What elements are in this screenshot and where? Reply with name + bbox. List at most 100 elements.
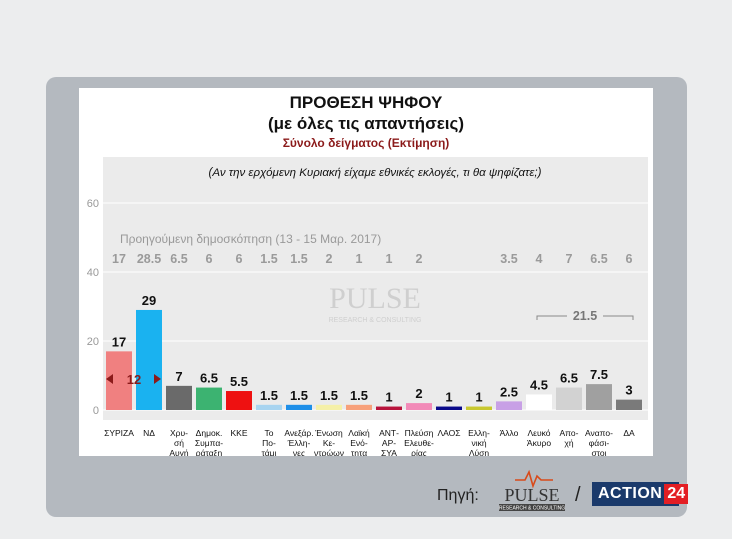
category-label: Άκυρο xyxy=(527,438,551,448)
bar-value-label: 29 xyxy=(142,293,156,308)
previous-value-label: 6.5 xyxy=(590,252,607,266)
previous-value-label: 28.5 xyxy=(137,252,161,266)
bar-value-label: 6.5 xyxy=(560,371,578,386)
category-label: ΛΑΟΣ xyxy=(437,428,460,438)
watermark-text: PULSE xyxy=(329,282,421,315)
previous-value-label: 1 xyxy=(356,252,363,266)
action-logo-number: 24 xyxy=(664,484,689,504)
category-label: ρίας xyxy=(411,448,427,456)
previous-value-label: 17 xyxy=(112,252,126,266)
previous-value-label: 7 xyxy=(566,252,573,266)
pulse-logo: PULSE RESEARCH & CONSULTING xyxy=(499,469,565,512)
chart-title: ΠΡΟΘΕΣΗ ΨΗΦΟΥ xyxy=(289,93,443,112)
previous-value-label: 3.5 xyxy=(500,252,517,266)
bar-value-label: 2.5 xyxy=(500,384,518,399)
bar-value-label: 1 xyxy=(475,390,482,405)
previous-value-label: 6 xyxy=(206,252,213,266)
y-tick-label: 40 xyxy=(87,267,99,279)
category-label: Το xyxy=(265,428,274,438)
category-label: Ελευθε- xyxy=(404,438,434,448)
category-label: ντρώων xyxy=(314,448,344,456)
bar xyxy=(166,385,192,410)
chart-card: ΠΡΟΘΕΣΗ ΨΗΦΟΥ (με όλες τις απαντήσεις) Σ… xyxy=(79,88,653,456)
pulse-wave-icon xyxy=(515,469,553,489)
plot-area xyxy=(103,157,648,420)
bar-value-label: 1.5 xyxy=(350,388,368,403)
category-label: Έλλη- xyxy=(287,438,311,448)
category-label: ράταξη xyxy=(196,448,223,456)
previous-value-label: 1.5 xyxy=(290,252,307,266)
y-tick-label: 60 xyxy=(87,198,99,210)
previous-value-label: 2 xyxy=(416,252,423,266)
category-label: Συμπα- xyxy=(195,438,223,448)
bracket-left xyxy=(536,315,567,320)
bar-value-label: 3 xyxy=(625,383,632,398)
bar-value-label: 4.5 xyxy=(530,377,548,392)
category-label: Χρυ- xyxy=(170,428,188,438)
y-tick-label: 0 xyxy=(93,405,99,417)
category-label: Ελλη- xyxy=(468,428,490,438)
action24-logo: ACTION 24 xyxy=(592,482,689,506)
previous-poll-label: Προηγούμενη δημοσκόπηση (13 - 15 Μαρ. 20… xyxy=(120,232,381,246)
category-label: ΝΔ xyxy=(143,428,155,438)
bar xyxy=(556,387,582,410)
category-label: ΔΑ xyxy=(623,428,635,438)
bar xyxy=(226,391,252,410)
category-label: ΑΝΤ- xyxy=(379,428,399,438)
bar-value-label: 5.5 xyxy=(230,374,248,389)
category-label: Αναπο- xyxy=(585,428,613,438)
bar xyxy=(346,404,372,410)
category-label: ΚΚΕ xyxy=(230,428,247,438)
category-label: τητα xyxy=(351,448,367,456)
previous-value-label: 6 xyxy=(626,252,633,266)
bar-value-label: 1 xyxy=(385,390,392,405)
previous-value-label: 2 xyxy=(326,252,333,266)
bar-value-label: 1.5 xyxy=(260,388,278,403)
bracket-right xyxy=(603,315,634,320)
category-label: Κε- xyxy=(323,438,335,448)
category-label: Πο- xyxy=(262,438,276,448)
bar xyxy=(406,403,432,410)
category-label: Αυγή xyxy=(169,448,189,456)
previous-value-label: 1.5 xyxy=(260,252,277,266)
bar xyxy=(436,406,462,410)
pulse-logo-tagline: RESEARCH & CONSULTING xyxy=(499,506,565,512)
category-label: Ένωση xyxy=(314,428,343,438)
bar-value-label: 1.5 xyxy=(290,388,308,403)
category-label: Άλλο xyxy=(500,428,519,438)
bar xyxy=(136,309,162,410)
bar-value-label: 7 xyxy=(175,369,182,384)
category-label: φάσι- xyxy=(589,438,610,448)
watermark-tagline: RESEARCH & CONSULTING xyxy=(329,317,422,324)
y-tick-label: 20 xyxy=(87,336,99,348)
bar xyxy=(256,404,282,410)
category-label: νική xyxy=(471,438,486,448)
category-label: Ανεξάρ. xyxy=(284,428,313,438)
separator: / xyxy=(575,484,581,506)
bar xyxy=(286,404,312,410)
category-label: ΣΥΡΙΖΑ xyxy=(104,428,134,438)
gap-arrow-right-icon xyxy=(154,373,161,384)
gap-arrow-left-icon xyxy=(106,373,113,384)
bar xyxy=(196,387,222,410)
bar xyxy=(316,404,342,410)
bar-value-label: 6.5 xyxy=(200,371,218,386)
bar xyxy=(586,384,612,410)
chart-sample-note: Σύνολο δείγματος (Εκτίμηση) xyxy=(282,136,450,150)
bar xyxy=(376,406,402,410)
category-label: Λαϊκή xyxy=(348,428,370,438)
bar xyxy=(496,401,522,410)
chart-subtitle: (με όλες τις απαντήσεις) xyxy=(268,114,464,133)
category-label: σή xyxy=(174,438,184,448)
bar-value-label: 7.5 xyxy=(590,367,608,382)
category-label: Πλεύση xyxy=(405,428,434,438)
bar xyxy=(526,394,552,410)
category-label: τάμι xyxy=(262,448,277,456)
previous-value-label: 4 xyxy=(536,252,543,266)
previous-value-label: 1 xyxy=(386,252,393,266)
bar xyxy=(616,399,642,410)
category-label: Ενό- xyxy=(350,438,368,448)
action-logo-text: ACTION xyxy=(598,485,663,502)
bar-chart: 0 20 40 60 (Αν την ερχόμενη Κυριακή είχαμε ε… xyxy=(87,167,648,456)
bar-value-label: 1.5 xyxy=(320,388,338,403)
